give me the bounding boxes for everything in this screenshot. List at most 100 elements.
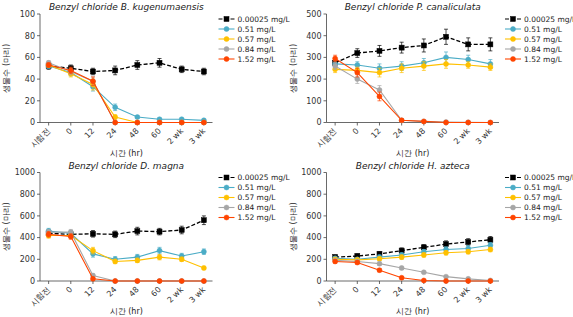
error-bar: [158, 247, 162, 254]
x-tick: [335, 281, 336, 284]
error-bar: [377, 262, 381, 265]
data-point: [135, 120, 140, 125]
data-point: [466, 239, 471, 244]
error-bar-cap: [333, 61, 337, 62]
error-bar-cap: [113, 110, 117, 111]
legend-label: 0.00025 mg/L: [524, 15, 573, 24]
data-point: [157, 255, 162, 260]
data-point: [113, 259, 118, 264]
error-bar: [113, 259, 117, 263]
error-bar: [444, 251, 448, 255]
error-bar: [202, 216, 206, 225]
data-point: [488, 42, 493, 47]
data-point: [466, 120, 471, 125]
error-bar-cap: [355, 76, 359, 77]
error-bar-cap: [377, 85, 381, 86]
series-line: [49, 66, 204, 120]
y-tick-label: 1000: [301, 168, 321, 177]
data-point: [377, 256, 382, 261]
x-tick-label: 3 wk: [474, 126, 494, 146]
error-bar-cap: [158, 67, 162, 68]
error-bar-cap: [202, 74, 206, 75]
error-bar: [466, 239, 470, 246]
data-point: [466, 62, 471, 67]
error-bar-cap: [180, 226, 184, 227]
error-bar-cap: [91, 89, 95, 90]
error-bar: [333, 260, 337, 263]
x-tick-label: 48: [127, 127, 141, 141]
error-bar-cap: [158, 234, 162, 235]
error-bar: [158, 58, 162, 67]
error-bar: [400, 42, 404, 53]
series: [333, 259, 493, 284]
legend-label: 0.84 mg/L: [238, 203, 277, 212]
data-point: [68, 68, 73, 73]
error-bar: [466, 62, 470, 69]
data-point: [355, 70, 360, 75]
error-bar: [113, 104, 117, 111]
error-bar-cap: [488, 236, 492, 237]
y-tick-label: 80: [25, 32, 35, 41]
y-tick-label: 200: [20, 255, 35, 264]
series-line: [49, 65, 204, 123]
x-tick-label: 48: [414, 285, 428, 299]
error-bar-cap: [466, 37, 470, 38]
y-tick-label: 800: [20, 190, 35, 199]
error-bar-cap: [91, 247, 95, 248]
error-bar: [158, 228, 162, 235]
error-bar: [488, 247, 492, 251]
data-point: [488, 237, 493, 242]
x-tick: [335, 123, 336, 126]
error-bar: [47, 230, 51, 237]
error-bar-cap: [69, 74, 73, 75]
error-bar-cap: [113, 104, 117, 105]
y-tick-label: 40: [25, 75, 35, 84]
x-axis-label: 시간 (hr): [110, 149, 143, 158]
error-bar: [355, 62, 359, 69]
data-point: [377, 87, 382, 92]
x-tick: [357, 123, 358, 126]
x-tick: [48, 123, 49, 126]
error-bar-cap: [400, 61, 404, 62]
y-axis-label: 생물수 (마리): [2, 44, 11, 93]
legend-marker: [224, 37, 229, 42]
x-axis-label: 시간 (hr): [396, 307, 429, 316]
series-line: [49, 231, 204, 259]
data-point: [157, 120, 162, 125]
data-point: [157, 120, 162, 125]
data-point: [157, 279, 162, 284]
error-bar-cap: [113, 74, 117, 75]
data-point: [201, 120, 206, 125]
y-tick: [37, 57, 40, 58]
error-bar-cap: [158, 58, 162, 59]
plot-area: [333, 29, 493, 125]
error-bar-cap: [135, 234, 139, 235]
data-point: [399, 265, 404, 270]
error-bar: [444, 241, 448, 248]
error-bar-cap: [69, 64, 73, 65]
x-tick-label: 2 wk: [452, 126, 472, 146]
data-point: [90, 231, 95, 236]
data-point: [488, 120, 493, 125]
error-bar-cap: [113, 66, 117, 67]
legend-marker: [511, 57, 516, 62]
series: [46, 62, 206, 125]
series-line: [335, 58, 490, 122]
data-point: [333, 259, 338, 264]
error-bar: [400, 255, 404, 259]
error-bar: [202, 249, 206, 254]
error-bar-cap: [466, 238, 470, 239]
panel: Benzyl chloride D. magna0200400600800100…: [2, 161, 290, 317]
legend-marker: [224, 17, 229, 22]
error-bar: [113, 115, 117, 119]
data-point: [179, 120, 184, 125]
series-line: [49, 232, 204, 281]
legend-label: 0.84 mg/L: [238, 45, 277, 54]
data-point: [90, 79, 95, 84]
error-bar: [69, 67, 73, 74]
legend-marker: [224, 205, 229, 210]
legend-label: 0.57 mg/L: [524, 193, 563, 202]
error-bar: [422, 62, 426, 71]
error-bar: [180, 257, 184, 261]
legend-label: 0.00025 mg/L: [524, 173, 573, 182]
